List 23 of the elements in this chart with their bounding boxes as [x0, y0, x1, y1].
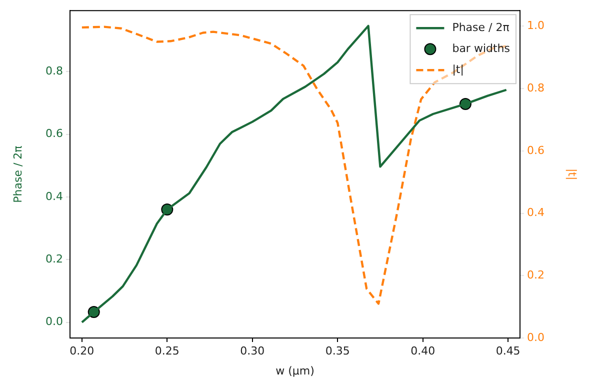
- x-axis-title: w (µm): [276, 364, 314, 378]
- x-tick-label: 0.30: [240, 344, 265, 358]
- y2-tick-label: 1.0: [527, 19, 544, 32]
- y2-tick-label: 0.4: [527, 206, 544, 220]
- x-tick-label: 0.25: [154, 344, 180, 358]
- x-tick-label: 0.35: [325, 344, 350, 358]
- legend-label: Phase / 2π: [452, 20, 510, 34]
- legend-label: |t|: [452, 62, 464, 76]
- y-tick-label: 0.4: [46, 190, 63, 203]
- y2-axis-title: |t|: [566, 168, 579, 180]
- y-tick-label: 0.6: [46, 127, 63, 140]
- y2-tick-label: 0.8: [527, 81, 544, 94]
- y2-tick-label: 0.0: [527, 330, 544, 344]
- y-axis-title: Phase / 2π: [11, 145, 24, 203]
- x-tick-label: 0.45: [496, 344, 520, 358]
- y2-tick-label: 0.2: [527, 268, 544, 282]
- y2-tick-label: 0.6: [527, 144, 544, 157]
- y-tick-label: 0.0: [46, 315, 63, 328]
- y-tick-label: 0.2: [46, 252, 63, 266]
- x-tick-label: 0.40: [410, 344, 436, 358]
- y-tick-label: 0.8: [46, 64, 63, 78]
- legend-label: bar widths: [452, 42, 510, 55]
- x-tick-label: 0.20: [70, 344, 94, 358]
